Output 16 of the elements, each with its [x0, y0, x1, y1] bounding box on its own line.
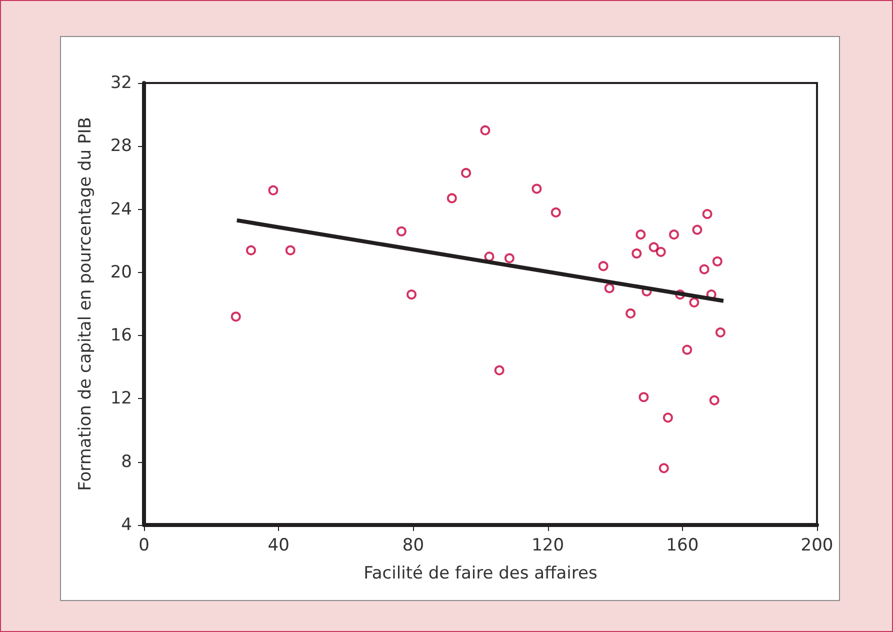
- x-tick-label: 40: [268, 536, 290, 556]
- y-tick-label: 16: [110, 326, 132, 346]
- y-tick-label: 28: [110, 136, 132, 156]
- x-tick-label: 120: [532, 536, 564, 556]
- y-axis-title: Formation de capital en pourcentage du PIB: [76, 117, 96, 491]
- x-tick-label: 0: [138, 536, 150, 556]
- y-tick-label: 24: [110, 199, 132, 220]
- y-tick-label: 12: [110, 388, 132, 409]
- x-tick-label: 80: [402, 536, 424, 556]
- x-axis-title: Facilité de faire des affaires: [364, 564, 598, 584]
- y-tick-label: 32: [110, 73, 132, 93]
- x-tick-label: 200: [800, 536, 834, 556]
- y-tick-label: 4: [121, 515, 132, 535]
- y-tick-label: 8: [121, 452, 132, 472]
- x-tick-label: 160: [666, 536, 699, 556]
- y-tick-label: 20: [110, 262, 132, 282]
